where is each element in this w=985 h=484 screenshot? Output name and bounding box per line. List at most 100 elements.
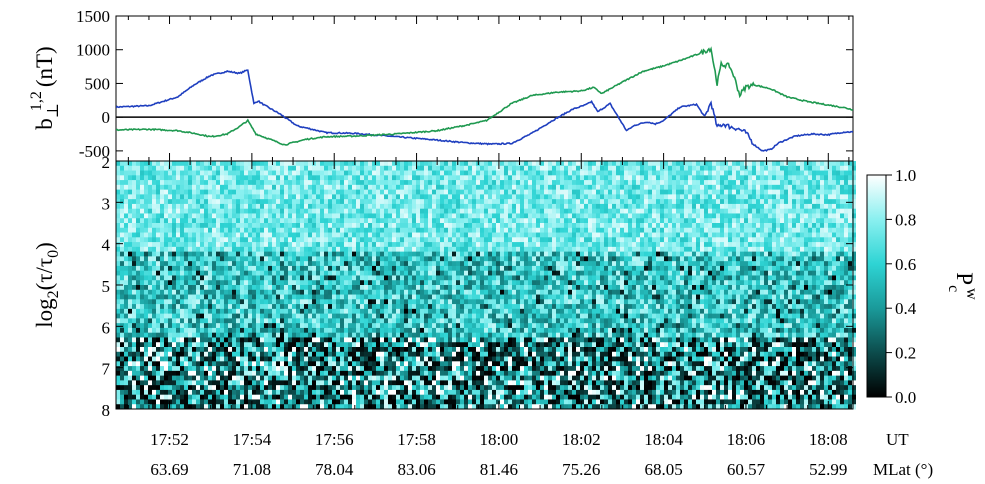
heatmap-cell xyxy=(420,265,424,272)
heatmap-cell xyxy=(432,285,436,291)
heatmap-cell xyxy=(428,261,432,267)
heatmap-cell xyxy=(640,213,644,219)
heatmap-cell xyxy=(272,189,276,195)
heatmap-cell xyxy=(288,170,292,176)
heatmap-cell xyxy=(500,265,504,272)
heatmap-cell xyxy=(376,208,380,214)
heatmap-cell xyxy=(728,265,732,272)
heatmap-cell xyxy=(172,218,176,224)
heatmap-cell xyxy=(472,227,476,234)
heatmap-cell xyxy=(252,199,256,205)
heatmap-cell xyxy=(612,251,616,257)
heatmap-cell xyxy=(728,194,732,200)
heatmap-cell xyxy=(412,199,416,205)
heatmap-cell xyxy=(380,189,384,195)
heatmap-cell xyxy=(576,208,580,214)
heatmap-cell xyxy=(812,280,816,286)
heatmap-cell xyxy=(580,194,584,200)
heatmap-cell xyxy=(816,194,820,200)
heatmap-cell xyxy=(260,265,264,272)
heatmap-cell xyxy=(636,213,640,219)
heatmap-cell xyxy=(692,194,696,200)
heatmap-cell xyxy=(628,232,632,238)
heatmap-cell xyxy=(296,261,300,267)
heatmap-cell xyxy=(448,208,452,214)
heatmap-cell xyxy=(600,194,604,200)
heatmap-cell xyxy=(532,251,536,257)
heatmap-cell xyxy=(584,275,588,281)
heatmap-cell xyxy=(244,251,248,257)
heatmap-cell xyxy=(172,256,176,262)
heatmap-cell xyxy=(468,203,472,210)
heatmap-cell xyxy=(572,275,576,281)
heatmap-cell xyxy=(152,270,156,276)
heatmap-cell xyxy=(840,280,844,286)
heatmap-cell xyxy=(148,203,152,210)
heatmap-cell xyxy=(308,265,312,272)
heatmap-cell xyxy=(208,232,212,238)
heatmap-cell xyxy=(388,180,392,186)
heatmap-cell xyxy=(680,180,684,186)
heatmap-cell xyxy=(240,246,244,253)
heatmap-cell xyxy=(728,184,732,191)
heatmap-cell xyxy=(152,275,156,281)
heatmap-cell xyxy=(216,232,220,238)
heatmap-cell xyxy=(120,256,124,262)
heatmap-cell xyxy=(640,223,644,229)
heatmap-cell xyxy=(652,261,656,267)
heatmap-cell xyxy=(332,270,336,276)
heatmap-cell xyxy=(472,189,476,195)
heatmap-cell xyxy=(124,285,128,291)
heatmap-cell xyxy=(424,265,428,272)
heatmap-cell xyxy=(340,280,344,286)
heatmap-cell xyxy=(136,275,140,281)
heatmap-cell xyxy=(252,270,256,276)
heatmap-cell xyxy=(132,270,136,276)
heatmap-cell xyxy=(208,170,212,176)
heatmap-cell xyxy=(672,280,676,286)
heatmap-cell xyxy=(260,270,264,276)
heatmap-cell xyxy=(584,175,588,181)
heatmap-cell xyxy=(768,161,772,167)
heatmap-cell xyxy=(752,180,756,186)
heatmap-cell xyxy=(316,261,320,267)
heatmap-cell xyxy=(668,265,672,272)
heatmap-cell xyxy=(124,199,128,205)
heatmap-cell xyxy=(216,237,220,243)
heatmap-cell xyxy=(520,199,524,205)
heatmap-cell xyxy=(156,189,160,195)
heatmap-cell xyxy=(804,265,808,272)
heatmap-cell xyxy=(252,285,256,291)
heatmap-cell xyxy=(744,203,748,210)
heatmap-cell xyxy=(684,232,688,238)
heatmap-cell xyxy=(576,227,580,234)
heatmap-cell xyxy=(788,170,792,176)
heatmap-cell xyxy=(512,175,516,181)
heatmap-cell xyxy=(788,237,792,243)
heatmap-cell xyxy=(692,251,696,257)
heatmap-cell xyxy=(772,261,776,267)
heatmap-cell xyxy=(364,161,368,167)
heatmap-cell xyxy=(744,237,748,243)
heatmap-cell xyxy=(776,256,780,262)
heatmap-cell xyxy=(260,208,264,214)
heatmap-cell xyxy=(172,175,176,181)
heatmap-cell xyxy=(404,165,408,172)
heatmap-cell xyxy=(408,237,412,243)
heatmap-cell xyxy=(520,170,524,176)
heatmap-cell xyxy=(388,227,392,234)
heatmap-cell xyxy=(376,203,380,210)
heatmap-cell xyxy=(828,175,832,181)
heatmap-cell xyxy=(756,184,760,191)
heatmap-cell xyxy=(444,218,448,224)
heatmap-cell xyxy=(616,203,620,210)
heatmap-cell xyxy=(752,237,756,243)
heatmap-cell xyxy=(472,218,476,224)
heatmap-cell xyxy=(816,270,820,276)
heatmap-cell xyxy=(416,203,420,210)
heatmap-cell xyxy=(332,285,336,291)
heatmap-cell xyxy=(140,242,144,248)
heatmap-cell xyxy=(504,180,508,186)
heatmap-cell xyxy=(180,270,184,276)
heatmap-cell xyxy=(136,180,140,186)
